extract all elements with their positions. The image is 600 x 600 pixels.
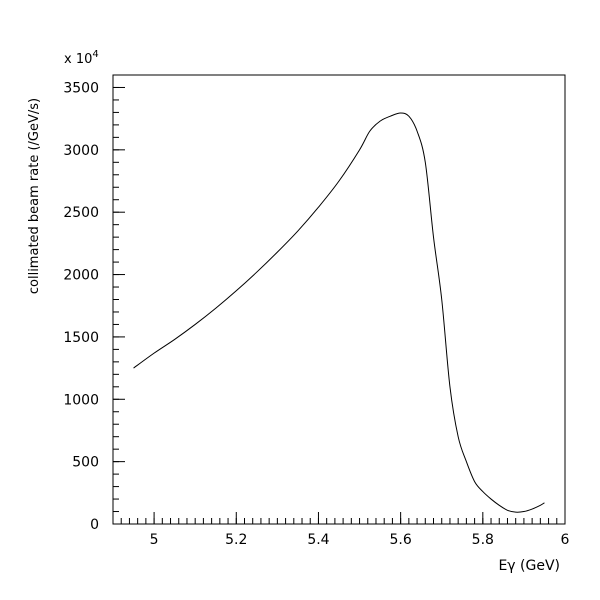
y-tick-label: 3500 [63,80,99,96]
plot-frame [112,74,566,525]
y-tick-label: 0 [90,517,99,533]
x-minor-ticks [112,518,566,524]
y-tick-label: 3000 [63,143,99,159]
x-tick-label: 5.4 [307,532,329,548]
x-tick-label: 5.8 [472,532,494,548]
x-axis: 5 5.2 5.4 5.6 5.8 6 [150,512,570,548]
series-line [133,112,545,513]
y-tick-label: 2000 [63,268,99,284]
x-tick-label: 6 [561,532,570,548]
y-axis-label: collimated beam rate (/GeV/s) [27,98,42,294]
x-tick-label: 5.6 [390,532,412,548]
x-axis-label: Eγ (GeV) [498,558,560,574]
y-tick-label: 1000 [63,392,99,408]
y-minor-ticks [113,74,119,525]
y-axis: 0 500 1000 1500 2000 2500 3000 3500 [63,80,125,533]
x-tick-label: 5 [150,532,159,548]
y-multiplier-label: x 104 [64,49,99,67]
y-tick-label: 1500 [63,330,99,346]
x-tick-label: 5.2 [225,532,247,548]
y-multiplier-exponent: 4 [92,49,98,60]
y-tick-label: 500 [72,455,99,471]
y-tick-label: 2500 [63,205,99,221]
